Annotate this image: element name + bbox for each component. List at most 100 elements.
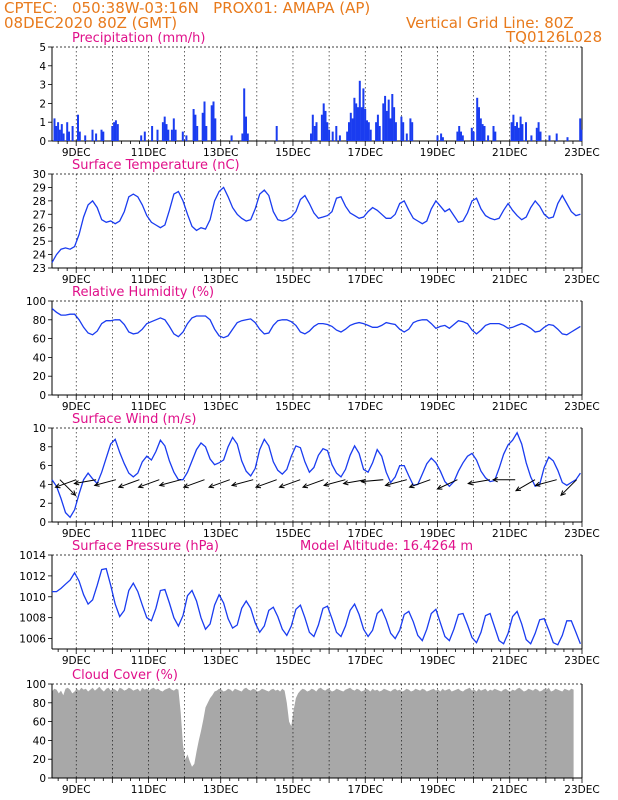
wind-arrow-head bbox=[182, 483, 189, 489]
panel-title: Cloud Cover (%) bbox=[72, 668, 178, 683]
y-tick-label: 40 bbox=[33, 735, 46, 747]
precip-bar bbox=[548, 135, 551, 141]
precip-bar bbox=[382, 103, 385, 141]
precip-bar bbox=[389, 118, 392, 141]
x-tick-label: 23DEC bbox=[564, 784, 599, 796]
x-tick-label: 23DEC bbox=[564, 147, 599, 159]
precip-bar bbox=[580, 129, 583, 141]
header-vertical-grid: Vertical Grid Line: 80Z bbox=[406, 14, 574, 32]
y-tick-label: 100 bbox=[26, 296, 46, 308]
precip-bar bbox=[201, 112, 204, 141]
precip-bar bbox=[315, 122, 318, 141]
precip-bar bbox=[205, 126, 208, 141]
wind-arrow bbox=[385, 479, 407, 486]
panel-annotation: Model Altitude: 16.4264 m bbox=[300, 539, 473, 554]
x-tick-label: 21DEC bbox=[492, 784, 527, 796]
panel-title: Surface Temperature (nC) bbox=[72, 158, 240, 173]
precip-bar bbox=[440, 133, 443, 141]
precip-bar bbox=[116, 124, 119, 141]
x-tick-label: 9DEC bbox=[62, 784, 91, 796]
x-tick-label: 9DEC bbox=[62, 147, 91, 159]
y-tick-label: 1008 bbox=[19, 613, 46, 625]
precip-bar bbox=[487, 135, 490, 141]
precip-bar bbox=[384, 95, 387, 141]
y-tick-label: 1012 bbox=[19, 571, 46, 583]
panel-title: Relative Humidity (%) bbox=[72, 285, 214, 300]
x-tick-label: 23DEC bbox=[564, 401, 599, 413]
wind-arrow-head bbox=[436, 484, 443, 490]
precip-bar bbox=[102, 131, 105, 141]
precip-bar bbox=[579, 118, 582, 141]
y-tick-label: 8 bbox=[39, 442, 46, 454]
wind-arrow bbox=[55, 479, 77, 488]
precip-bar bbox=[192, 109, 195, 141]
precip-bar bbox=[385, 110, 388, 141]
precip-bar bbox=[441, 137, 444, 141]
y-tick-label: 23 bbox=[33, 263, 46, 275]
y-tick-label: 1014 bbox=[19, 550, 46, 562]
wind-arrow bbox=[255, 479, 277, 488]
wind-arrow bbox=[302, 479, 324, 488]
precip-bar bbox=[461, 135, 464, 141]
cloud-cover-area bbox=[52, 686, 574, 778]
precip-bar bbox=[57, 122, 60, 141]
precip-bar bbox=[320, 114, 323, 141]
y-tick-label: 30 bbox=[33, 169, 46, 181]
wind-arrow-head bbox=[117, 483, 124, 489]
x-tick-label: 17DEC bbox=[348, 401, 383, 413]
precip-bar bbox=[472, 131, 475, 141]
series-line bbox=[51, 186, 581, 263]
x-tick-label: 19DEC bbox=[420, 147, 455, 159]
y-tick-label: 60 bbox=[33, 334, 46, 346]
precip-bar bbox=[241, 133, 244, 141]
wind-arrow bbox=[343, 479, 366, 484]
precip-bar bbox=[84, 135, 87, 141]
precip-bar bbox=[391, 94, 394, 141]
precip-bar bbox=[358, 80, 361, 141]
precip-bar bbox=[483, 126, 486, 141]
precip-bar bbox=[400, 116, 403, 141]
wind-arrow bbox=[59, 479, 76, 496]
precip-bar bbox=[114, 120, 117, 141]
precip-bar bbox=[481, 124, 484, 141]
precip-bar bbox=[470, 127, 473, 141]
x-tick-label: 19DEC bbox=[420, 274, 455, 286]
precip-bar bbox=[369, 129, 372, 141]
x-tick-label: 9DEC bbox=[62, 655, 91, 667]
precip-bar bbox=[331, 131, 334, 141]
precip-bar bbox=[324, 110, 327, 141]
x-tick-label: 15DEC bbox=[275, 784, 310, 796]
wind-arrow bbox=[535, 479, 557, 486]
wind-arrow-head bbox=[137, 483, 144, 489]
x-tick-label: 15DEC bbox=[275, 147, 310, 159]
x-tick-label: 17DEC bbox=[348, 147, 383, 159]
precip-bar bbox=[535, 127, 538, 141]
y-tick-label: 80 bbox=[33, 698, 46, 710]
wind-arrow-head bbox=[534, 481, 541, 487]
precip-bar bbox=[170, 129, 173, 141]
wind-arrow-head bbox=[93, 481, 100, 487]
x-tick-label: 21DEC bbox=[492, 655, 527, 667]
precip-bar bbox=[394, 122, 397, 141]
wind-arrow-head bbox=[301, 483, 309, 489]
precip-bar bbox=[436, 135, 439, 141]
precip-bar bbox=[539, 131, 542, 141]
x-tick-label: 17DEC bbox=[348, 528, 383, 540]
precip-bar bbox=[322, 103, 325, 141]
precip-bar bbox=[310, 133, 312, 141]
wind-arrow-head bbox=[70, 490, 77, 497]
x-tick-label: 23DEC bbox=[564, 274, 599, 286]
precip-bar bbox=[494, 131, 497, 141]
panel-title: Precipitation (mm/h) bbox=[72, 31, 205, 46]
precip-bar bbox=[521, 124, 524, 141]
y-tick-label: 25 bbox=[33, 236, 46, 248]
precip-bar bbox=[95, 133, 98, 141]
precip-bar bbox=[167, 129, 170, 141]
x-tick-label: 19DEC bbox=[420, 784, 455, 796]
x-tick-label: 15DEC bbox=[275, 401, 310, 413]
precip-bar bbox=[245, 116, 247, 141]
precip-bar bbox=[151, 126, 154, 141]
wind-arrow bbox=[437, 479, 458, 490]
wind-arrow-head bbox=[278, 483, 285, 489]
y-tick-label: 2 bbox=[39, 98, 46, 110]
